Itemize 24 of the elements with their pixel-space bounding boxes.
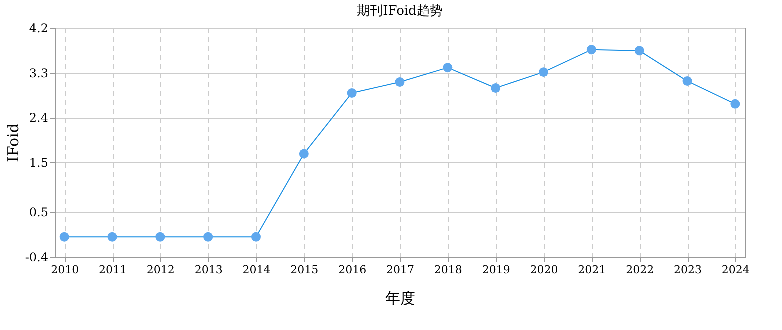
x-tick-label: 2022	[626, 264, 654, 276]
x-tick-label: 2021	[578, 264, 606, 276]
x-tick-label: 2014	[242, 264, 271, 276]
y-axis-title: IFoid	[4, 123, 22, 162]
y-tick-label: -0.4	[25, 250, 49, 264]
y-tick-label: 4.2	[29, 22, 48, 36]
x-tick-label: 2015	[290, 264, 319, 276]
x-tick-label: 2016	[338, 264, 367, 276]
x-axis-title: 年度	[386, 290, 416, 308]
x-tick-label: 2023	[674, 264, 702, 276]
y-tick-label: 2.4	[29, 111, 49, 126]
x-tick-label: 2020	[530, 264, 558, 276]
y-tick-label: 1.5	[29, 156, 48, 170]
y-tick-label: 0.5	[29, 206, 48, 220]
x-tick-label: 2019	[482, 264, 510, 276]
chart-title: 期刊IFoid趋势	[357, 4, 443, 19]
x-tick-label: 2018	[434, 264, 462, 276]
x-tick-label: 2024	[722, 264, 750, 276]
x-tick-label: 2011	[99, 264, 127, 276]
x-tick-label: 2012	[146, 264, 175, 276]
x-tick-label: 2017	[386, 264, 414, 276]
x-tick-label: 2010	[51, 264, 80, 276]
y-tick-label: 3.3	[29, 66, 48, 80]
x-tick-label: 2013	[194, 264, 223, 276]
